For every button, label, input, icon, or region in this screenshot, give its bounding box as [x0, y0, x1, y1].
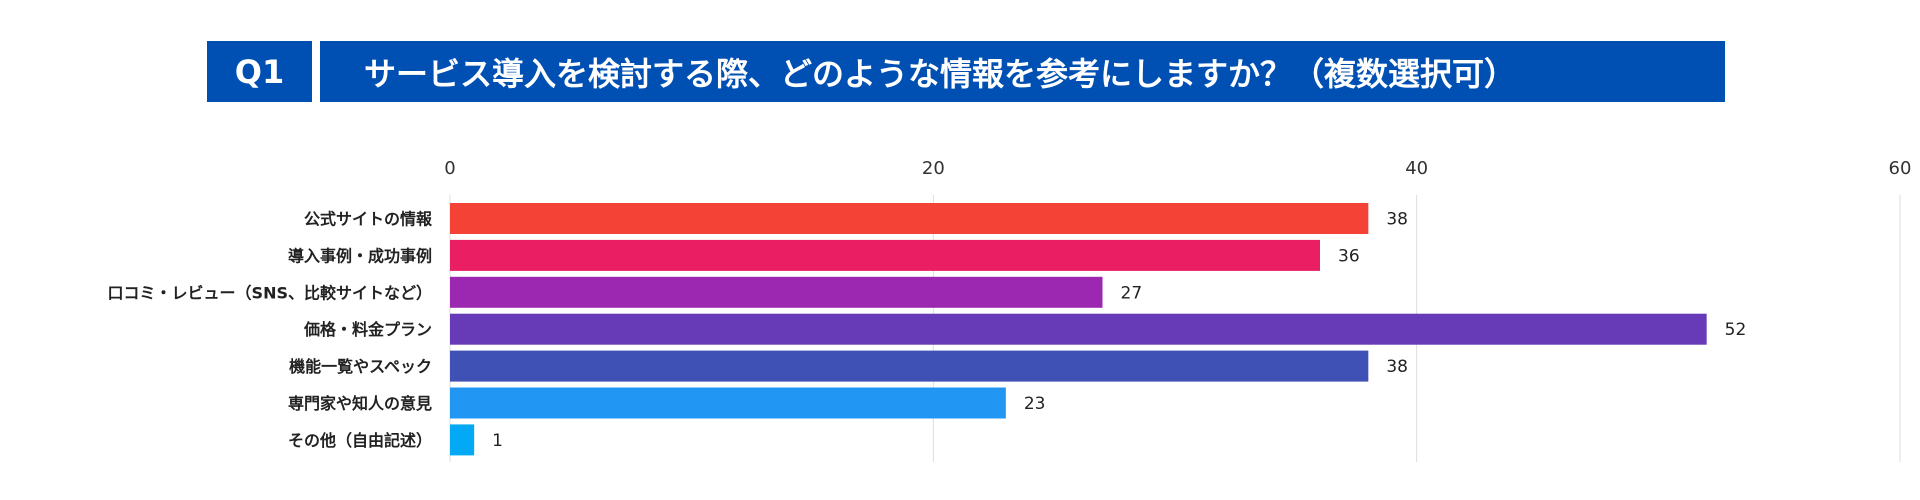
bar: [450, 424, 475, 456]
category-label: 価格・料金プラン: [303, 320, 432, 339]
category-label: 導入事例・成功事例: [288, 246, 432, 265]
category-label: 機能一覧やスペック: [289, 357, 432, 376]
data-label: 38: [1386, 210, 1408, 230]
question-header: Q1 サービス導入を検討する際、どのような情報を参考にしますか？（複数選択可）: [207, 41, 1725, 102]
bar: [450, 203, 1369, 234]
x-tick-label: 40: [1405, 158, 1428, 179]
bar: [450, 239, 1320, 271]
category-label: その他（自由記述）: [288, 431, 432, 450]
x-tick-label: 20: [922, 158, 945, 179]
data-label: 23: [1024, 394, 1046, 414]
bar: [450, 313, 1707, 345]
data-label: 1: [492, 431, 503, 451]
bar: [450, 350, 1369, 382]
data-label: 27: [1121, 283, 1143, 303]
category-label: 専門家や知人の意見: [288, 394, 432, 413]
x-tick-label: 60: [1889, 158, 1912, 179]
category-label: 公式サイトの情報: [304, 210, 433, 229]
category-label: 口コミ・レビュー（SNS、比較サイトなど）: [108, 283, 432, 302]
data-label: 52: [1725, 320, 1747, 340]
question-text: サービス導入を検討する際、どのような情報を参考にしますか？（複数選択可）: [320, 41, 1725, 102]
data-label: 38: [1386, 357, 1408, 377]
x-tick-label: 0: [444, 158, 455, 179]
bar: [450, 276, 1103, 308]
bar: [450, 387, 1006, 419]
question-number: Q1: [207, 41, 312, 102]
data-label: 36: [1338, 246, 1360, 266]
